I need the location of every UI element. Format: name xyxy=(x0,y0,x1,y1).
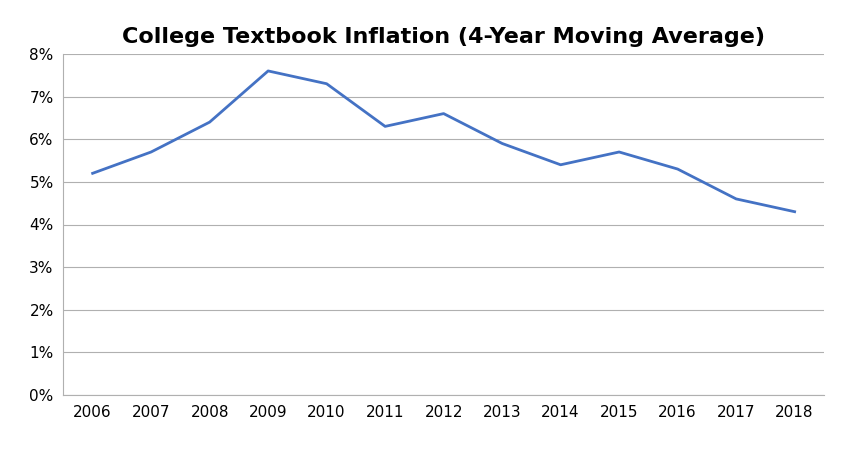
Title: College Textbook Inflation (4-Year Moving Average): College Textbook Inflation (4-Year Movin… xyxy=(122,27,764,47)
